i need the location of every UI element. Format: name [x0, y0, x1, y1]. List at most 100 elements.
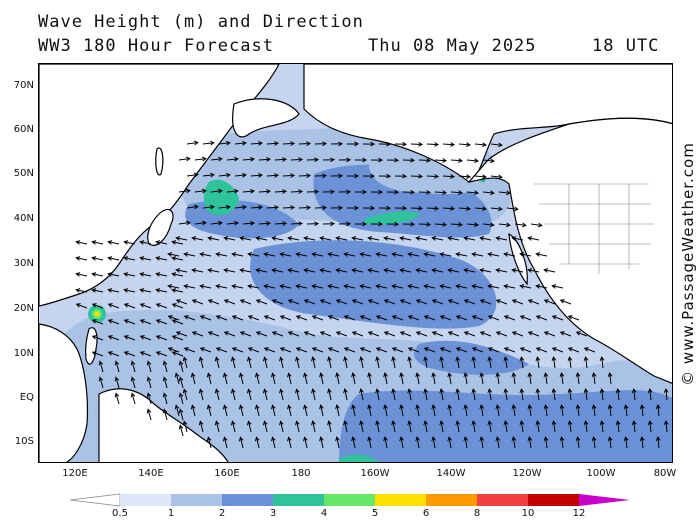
wave-arrow	[123, 319, 136, 325]
wave-arrow	[423, 252, 436, 257]
wave-arrow	[463, 436, 469, 449]
wave-arrow	[503, 252, 516, 257]
wave-arrow	[631, 388, 637, 401]
wave-arrow	[247, 315, 260, 321]
wave-arrow	[407, 388, 412, 401]
wave-arrow	[198, 388, 204, 401]
kamchatka-land	[232, 98, 300, 138]
wave-arrow	[362, 205, 376, 211]
lon-label-100w: 100W	[586, 468, 616, 479]
wave-arrow	[378, 205, 392, 211]
wave-arrow	[171, 256, 184, 261]
wave-arrow	[519, 347, 532, 353]
wave-arrow	[319, 236, 332, 241]
wave-arrow	[223, 268, 236, 273]
wave-arrow	[98, 360, 104, 373]
wave-arrow	[191, 268, 204, 273]
wave-arrow	[255, 331, 268, 337]
wave-arrow	[535, 420, 541, 433]
wave-arrow	[391, 388, 396, 401]
wave-arrow	[575, 331, 588, 337]
wave-arrow	[146, 360, 152, 373]
wave-arrow	[231, 252, 244, 257]
wave-arrow	[543, 299, 556, 305]
wave-arrow	[426, 142, 440, 147]
wave-arrow	[91, 240, 104, 245]
legend-label-5: 5	[371, 508, 379, 519]
wave-arrow	[123, 351, 136, 357]
wave-arrow	[367, 236, 380, 241]
wave-arrow	[91, 303, 104, 309]
wave-arrow	[139, 351, 152, 357]
wave-arrow	[559, 372, 565, 385]
wave-arrow	[175, 331, 188, 337]
wave-arrow	[311, 315, 324, 321]
wave-arrow	[471, 420, 477, 433]
wave-arrow	[207, 331, 220, 337]
wave-arrow	[250, 173, 264, 178]
wave-arrow	[238, 436, 244, 449]
wave-arrow	[295, 388, 300, 401]
wave-arrow	[551, 284, 564, 289]
wave-arrow	[503, 315, 516, 321]
wave-arrow	[447, 372, 452, 385]
wave-arrow	[194, 220, 207, 226]
wave-arrow	[230, 420, 236, 433]
wave-arrow	[423, 315, 436, 321]
wave-arrow	[543, 404, 549, 417]
wave-arrow	[447, 236, 460, 241]
wave-arrow	[495, 436, 501, 449]
wave-arrow	[311, 420, 316, 433]
wave-arrow	[75, 240, 88, 245]
wave-arrow	[631, 420, 637, 433]
wave-arrow	[215, 347, 228, 353]
wave-arrow	[567, 356, 573, 369]
wave-arrow	[487, 252, 500, 257]
wave-arrow	[479, 299, 492, 305]
legend-swatch-2	[222, 494, 273, 506]
wave-arrow	[155, 351, 168, 357]
wave-arrow	[303, 331, 316, 337]
wave-arrow	[171, 319, 184, 325]
wave-arrow	[447, 331, 460, 337]
wave-arrow	[239, 236, 252, 241]
wave-arrow	[567, 420, 573, 433]
wave-arrow	[567, 347, 580, 353]
wave-arrow	[139, 272, 152, 277]
wave-arrow	[503, 284, 516, 289]
wave-arrow	[639, 436, 645, 449]
wave-arrow	[206, 372, 212, 385]
wave-arrow	[391, 420, 396, 433]
wave-arrow	[442, 174, 456, 179]
wave-arrow	[247, 347, 260, 353]
wave-arrow	[378, 141, 392, 147]
wave-arrow	[511, 404, 517, 417]
wave-arrow	[458, 142, 472, 147]
wave-arrow	[391, 284, 404, 289]
wave-arrow	[359, 284, 372, 289]
wave-arrow	[191, 299, 204, 305]
wave-arrow	[155, 256, 168, 261]
wave-arrow	[463, 299, 476, 305]
wave-arrow	[91, 272, 104, 277]
wave-arrow	[155, 319, 168, 325]
wave-arrow	[303, 436, 308, 449]
wave-arrow	[431, 436, 436, 449]
wave-arrow	[527, 236, 540, 241]
wave-arrow	[123, 256, 136, 261]
wave-arrow	[255, 268, 268, 273]
wave-arrow	[543, 372, 549, 385]
wave-arrow	[282, 205, 296, 210]
wave-arrow	[434, 222, 448, 227]
wave-arrow	[234, 140, 247, 146]
lat-label-20n: 20N	[13, 303, 34, 314]
wave-arrow	[222, 372, 228, 385]
wave-arrow	[423, 388, 428, 401]
wave-arrow	[258, 157, 272, 162]
wave-arrow	[506, 206, 519, 212]
wave-arrow	[399, 404, 404, 417]
wave-arrow	[343, 252, 356, 257]
wave-arrow	[226, 156, 239, 162]
wave-arrow	[322, 189, 336, 195]
wave-arrow	[559, 404, 565, 417]
